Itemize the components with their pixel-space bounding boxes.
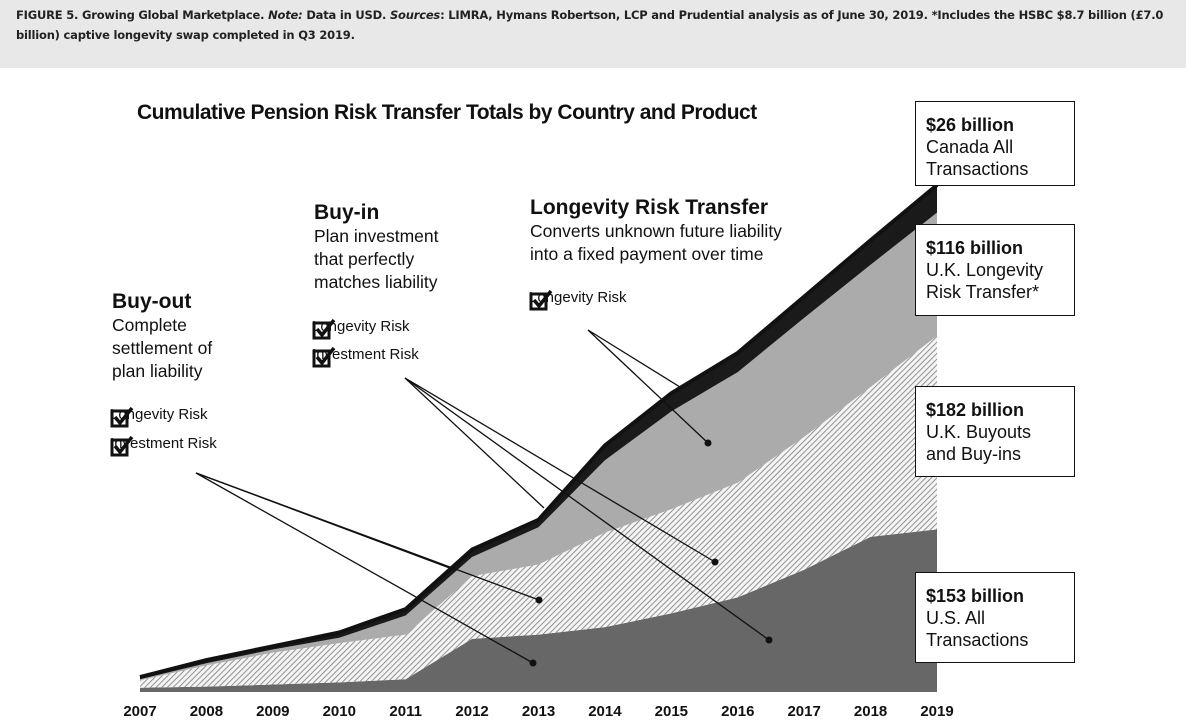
x-tick-label: 2019 [920,703,953,720]
box-label: U.K. Buyouts [926,422,1032,442]
box-amount: $26 billion [926,115,1015,135]
x-tick-label: 2018 [854,703,887,720]
x-tick-label: 2007 [123,703,156,720]
check-label: Investment Risk [312,346,419,363]
caption-figure: FIGURE 5. Growing Global Marketplace. [16,8,265,22]
box-amount: $182 billion [926,400,1025,420]
box-label: Risk Transfer* [926,282,1040,302]
label-box-uk-buyouts: $182 billion U.K. Buyouts and Buy-ins [915,386,1075,477]
callout-line [587,329,681,388]
area-uk-longevity [140,212,937,681]
box-label: U.K. Longevity [926,260,1044,280]
buyout-line: settlement of [112,338,213,358]
callout-line [195,472,456,571]
buyin-line: that perfectly [314,249,415,269]
checkbox-checked-icon [312,346,336,368]
callout-line [404,377,545,509]
check-label: Longevity Risk [110,406,208,423]
checkbox-checked-icon [529,289,553,311]
annotation-buyin: Buy-in Plan investment that perfectly ma… [314,200,439,294]
box-amount: $153 billion [926,586,1025,606]
buyin-line: Plan investment [314,226,439,246]
caption-note-label: Note: [268,8,303,22]
callout-dot [765,636,773,644]
x-tick-label: 2017 [787,703,820,720]
x-tick-label: 2012 [455,703,488,720]
x-tick-label: 2008 [190,703,223,720]
x-tick-label: 2016 [721,703,754,720]
x-tick-label: 2014 [588,703,622,720]
chart-title: Cumulative Pension Risk Transfer Totals … [137,101,757,124]
callout-line [195,472,534,664]
callout-dot [535,596,543,604]
buyin-check-investment: Investment Risk [312,346,419,368]
chart-plot: 2007 2008 2009 2010 2011 2012 2013 2014 2015 2016… [123,183,954,720]
checkbox-checked-icon [110,406,134,428]
callout-lines [195,329,773,667]
longevity-heading: Longevity Risk Transfer [530,196,769,219]
area-us [140,529,937,692]
callout-line [404,377,770,641]
area-uk-buyouts [140,335,937,688]
box-label: and Buy-ins [926,444,1022,464]
box-label: U.S. All [926,608,986,628]
callout-dot [711,558,719,566]
check-label: Investment Risk [110,435,217,452]
buyin-check-longevity: Longevity Risk [312,318,410,340]
callout-line [404,377,716,563]
chart: 2007 2008 2009 2010 2011 2012 2013 2014 2015 2016… [0,68,1186,724]
annotation-buyout: Buy-out Complete settlement of plan liab… [112,289,212,383]
checkbox-checked-icon [110,435,134,457]
checkbox-checked-icon [312,318,336,340]
caption-note: Data in USD. [306,8,387,22]
x-tick-label: 2010 [323,703,356,720]
total-line [139,183,939,680]
callout-line [587,329,709,444]
box-amount: $116 billion [926,238,1024,258]
caption-sources: : LIMRA, Hymans Robertson, LCP and Prude… [16,8,1164,42]
longevity-line: Converts unknown future liability [530,221,782,241]
x-tick-label: 2013 [522,703,555,720]
buyout-check-investment: Investment Risk [110,435,217,457]
label-box-us: $153 billion U.S. All Transactions [915,572,1075,663]
buyout-heading: Buy-out [112,290,192,313]
label-box-canada: $26 billion Canada All Transactions [915,101,1075,186]
x-tick-label: 2011 [389,703,422,720]
callout-dot [704,439,712,447]
check-label: Longevity Risk [529,289,627,306]
buyout-line: plan liability [112,361,203,381]
callout-dot [529,659,537,667]
x-tick-label: 2015 [655,703,688,720]
box-label: Canada All [926,137,1014,157]
buyout-line: Complete [112,315,187,335]
buyout-check-longevity: Longevity Risk [110,406,208,428]
check-label: Longevity Risk [312,318,410,335]
box-label: Transactions [926,630,1029,650]
buyin-line: matches liability [314,272,438,292]
figure-caption: FIGURE 5. Growing Global Marketplace. No… [0,0,1186,68]
x-tick-label: 2009 [256,703,289,720]
annotation-longevity: Longevity Risk Transfer Converts unknown… [530,195,782,266]
label-box-uk-longevity: $116 billion U.K. Longevity Risk Transfe… [915,224,1075,316]
box-label: Transactions [926,159,1029,179]
longevity-line: into a fixed payment over time [530,244,764,264]
longevity-check: Longevity Risk [529,289,627,311]
buyin-heading: Buy-in [314,201,380,224]
caption-sources-label: Sources [389,8,441,22]
